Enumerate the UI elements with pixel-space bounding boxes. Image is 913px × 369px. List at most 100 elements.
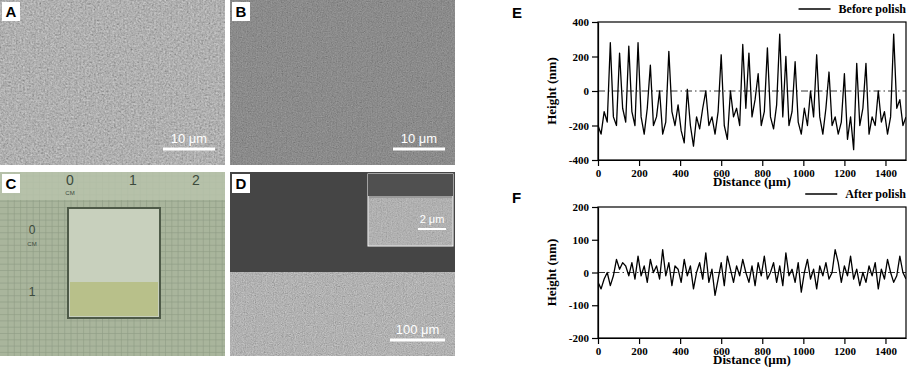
ruler-label: 1 (129, 172, 137, 188)
y-tick-mark (592, 207, 598, 208)
panel-label: D (236, 175, 247, 192)
x-tick: 1200 (834, 160, 857, 179)
x-tick-mark (721, 338, 722, 344)
panel-label: B (236, 3, 247, 20)
x-tick-mark (885, 338, 886, 344)
y-axis-line (598, 208, 599, 339)
x-tick-label: 200 (631, 345, 648, 357)
y-tick-label: 100 (573, 234, 590, 246)
x-tick: 0 (596, 338, 602, 357)
panel-label: F (512, 189, 521, 206)
x-tick-label: 1000 (793, 345, 816, 357)
panel-label-box (232, 2, 250, 21)
x-tick-label: 200 (631, 167, 648, 179)
plot-area (598, 250, 906, 296)
y-tick-mark (592, 125, 598, 126)
scale-bar-line (390, 339, 445, 342)
x-tick-mark (639, 160, 640, 166)
x-axis-title: Distance (μm) (713, 174, 791, 189)
ruler-band (0, 172, 225, 200)
sample-coloured-part (70, 282, 158, 316)
legend-swatch (799, 8, 831, 10)
y-tick-mark (592, 56, 598, 57)
ruler-label: CM (65, 190, 74, 196)
legend-label: Before polish (839, 2, 907, 16)
legend: After polish (805, 187, 906, 201)
x-tick-label: 400 (672, 167, 689, 179)
grid-line (0, 352, 225, 353)
y-tick-label: 200 (573, 201, 590, 213)
panel-label: A (6, 3, 17, 20)
x-tick-label: 1400 (875, 345, 898, 357)
legend-label: After polish (845, 187, 906, 201)
x-tick-mark (598, 338, 599, 344)
x-tick-mark (680, 338, 681, 344)
x-tick-mark (803, 160, 804, 166)
x-tick-mark (844, 338, 845, 344)
y-tick: 0 (584, 267, 599, 279)
plot-frame (598, 22, 906, 160)
y-tick-label: -200 (569, 332, 590, 344)
x-tick-label: 0 (596, 345, 602, 357)
sample (68, 208, 160, 318)
x-tick: 200 (631, 160, 648, 179)
grid-line (0, 327, 225, 328)
image-background (0, 0, 225, 165)
x-tick-mark (762, 338, 763, 344)
inset-scale-bar-label: 2 μm (420, 213, 445, 225)
panel-label-box (2, 174, 20, 193)
y-axis-title: Height (nm) (544, 57, 559, 125)
y-tick: -400 (569, 154, 598, 166)
y-tick: -100 (569, 299, 598, 311)
inset-texture (369, 198, 452, 245)
grid-line (0, 346, 225, 347)
chart-f: 0200400600800100012001400-200-1000100200… (512, 187, 907, 367)
panel-c: 012CM0CM1C (0, 172, 225, 356)
y-tick-label: 0 (584, 267, 590, 279)
y-tick: 200 (573, 51, 599, 63)
grid-line (0, 333, 225, 334)
x-tick-mark (762, 160, 763, 166)
x-tick: 400 (672, 160, 689, 179)
x-tick: 0 (596, 160, 602, 179)
x-tick-label: 400 (672, 345, 689, 357)
x-tick: 200 (631, 338, 648, 357)
image-texture (230, 0, 455, 165)
grid-line (0, 320, 225, 321)
y-tick-mark (592, 22, 598, 23)
x-tick-label: 1400 (875, 167, 898, 179)
y-axis-title: Height (nm) (544, 239, 559, 307)
y-tick: -200 (569, 120, 598, 132)
panel-label: C (6, 175, 17, 192)
inset-upper-region (368, 174, 453, 196)
y-tick-mark (592, 91, 598, 92)
ruler-label: 0 (66, 172, 74, 188)
x-tick-mark (803, 338, 804, 344)
y-tick-mark (592, 338, 598, 339)
x-tick-mark (680, 160, 681, 166)
x-axis-title: Distance (μm) (713, 352, 791, 367)
scale-bar-label: 10 μm (401, 131, 437, 146)
panel-d: 2 μm100 μmD (230, 172, 455, 356)
ruler-label: 1 (29, 285, 36, 299)
x-tick-label: 1000 (793, 167, 816, 179)
y-tick-label: -200 (569, 120, 590, 132)
y-tick-label: -400 (569, 154, 590, 166)
inset (368, 174, 453, 246)
panel-b: 10 μm B (230, 0, 455, 165)
plot-area (598, 34, 906, 150)
data-line (598, 34, 906, 150)
y-tick-mark (592, 240, 598, 241)
x-axis-line (599, 338, 907, 339)
x-tick: 400 (672, 338, 689, 357)
x-tick: 1000 (793, 160, 816, 179)
reference-line (598, 91, 906, 92)
image-background (0, 172, 225, 356)
x-tick: 1200 (834, 338, 857, 357)
panel-label-box (2, 2, 20, 21)
y-tick-label: -100 (569, 299, 590, 311)
image-upper-region (230, 172, 455, 272)
data-line (598, 250, 906, 296)
panel-a: 10 μmA (0, 0, 225, 165)
x-tick-mark (639, 338, 640, 344)
